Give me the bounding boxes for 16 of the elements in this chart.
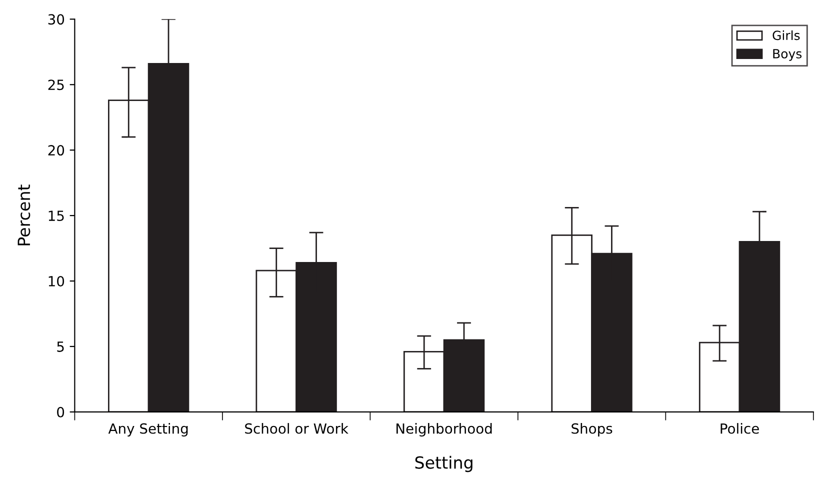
legend-label: Boys [773,49,802,61]
x-tick-label: Any Setting [108,423,188,436]
legend-label: Girls [772,30,800,40]
x-tick-label: Neighborhood [396,423,492,436]
y-tick-label: 15 [48,210,64,222]
x-tick-label: Shops [572,423,612,436]
y-tick-label: 25 [48,80,64,90]
x-tick-label: School or Work [245,423,348,434]
y-tick-label: 10 [48,276,64,286]
y-axis-title: Percent [18,184,30,246]
y-tick-label: 20 [48,145,64,156]
x-tick-label: Police [720,423,759,434]
y-tick-label: 30 [48,14,64,25]
y-tick-label: 0 [57,406,64,418]
x-axis-title: Setting [415,456,472,472]
y-tick-label: 5 [57,342,64,352]
